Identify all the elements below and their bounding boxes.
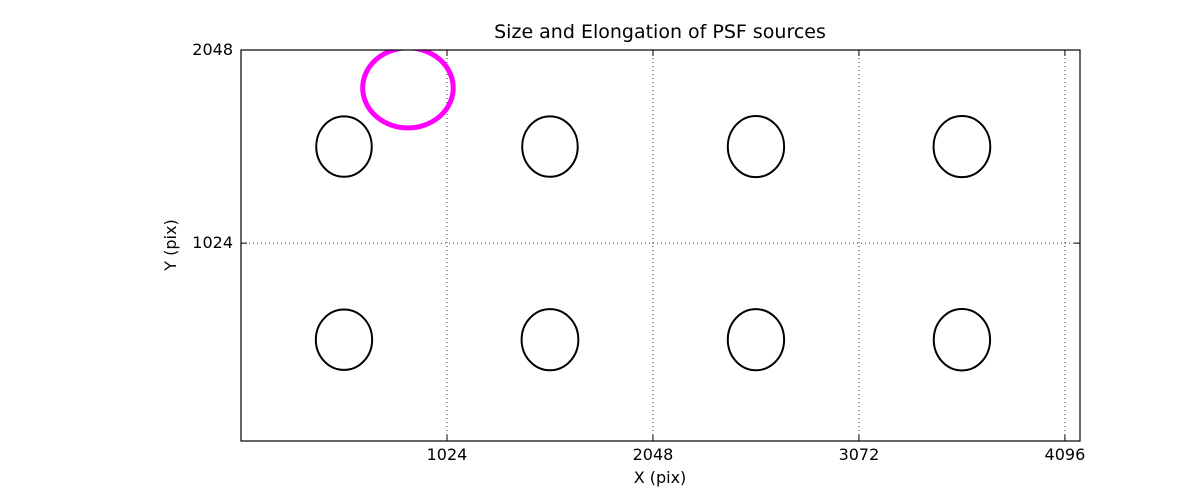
psf-source-ellipse: [932, 307, 992, 372]
psf-source-ellipse: [315, 115, 373, 178]
y-tick-label: 1024: [192, 233, 233, 252]
y-tick-label: 2048: [192, 40, 233, 59]
plot-border: [240, 49, 1081, 442]
x-tick-label: 2048: [633, 445, 674, 464]
psf-source-ellipse: [521, 115, 579, 178]
y-axis-label: Y (pix): [161, 219, 180, 271]
psf-source-ellipse-highlight: [360, 50, 456, 131]
x-axis-label: X (pix): [634, 468, 687, 487]
x-tick-label: 1024: [427, 445, 468, 464]
psf-source-ellipse: [520, 308, 580, 372]
psf-sources-layer: [314, 50, 992, 372]
psf-source-ellipse: [726, 115, 786, 179]
x-tick-label: 4096: [1045, 445, 1086, 464]
psf-source-ellipse: [932, 115, 992, 179]
psf-source-ellipse: [726, 308, 786, 372]
tick-labels-layer: 1024 2048 3072 4096 1024 2048: [192, 40, 1085, 464]
psf-source-ellipse: [314, 308, 374, 371]
axis-ticks-layer: [241, 49, 1080, 441]
x-tick-label: 3072: [839, 445, 880, 464]
chart-title: Size and Elongation of PSF sources: [494, 21, 826, 43]
